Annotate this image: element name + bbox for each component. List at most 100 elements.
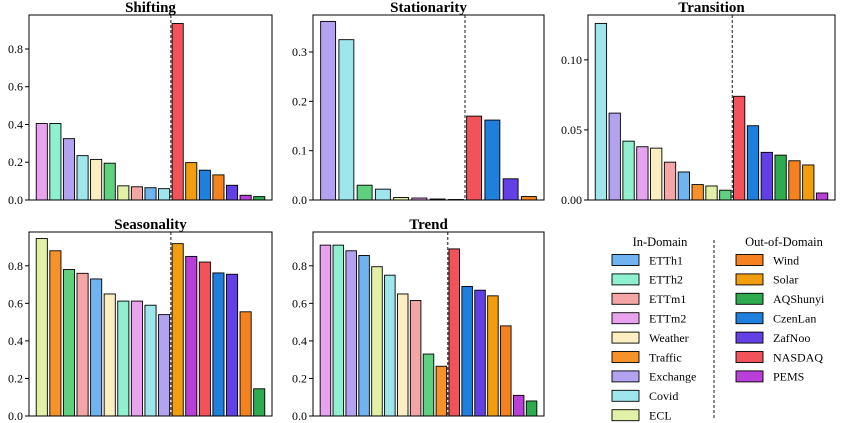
bar-solar bbox=[171, 243, 184, 417]
legend-out-of-domain-title: Out-of-Domain bbox=[745, 235, 824, 249]
legend-label-aqshunyi: AQShunyi bbox=[773, 292, 825, 306]
legend-label-etth2: ETTh2 bbox=[649, 273, 683, 287]
bar-ettm2 bbox=[636, 146, 649, 201]
bar-wind bbox=[239, 311, 252, 417]
panel-title: Seasonality bbox=[114, 217, 187, 233]
bar-covid bbox=[158, 188, 171, 201]
bar-weather bbox=[103, 293, 116, 417]
bar-nn bbox=[356, 184, 373, 201]
axes-frame bbox=[312, 14, 545, 201]
bar-ettm2 bbox=[319, 244, 332, 417]
panel-shifting: 0.0 0.2 0.4 0.6 0.8 Shifting bbox=[8, 0, 273, 207]
panel-stationarity: 0.0 0.1 0.2 0.3 Stationarity bbox=[292, 0, 545, 207]
y-tick-label: 0.3 bbox=[292, 45, 307, 59]
bar-etth2 bbox=[49, 123, 62, 201]
bar-ettm1 bbox=[663, 161, 677, 201]
bar-nasdaq bbox=[733, 95, 746, 201]
bar-czenlan bbox=[461, 286, 473, 417]
bar-pems bbox=[815, 192, 829, 201]
panel-title: Transition bbox=[678, 0, 745, 16]
legend-swatch-ecl bbox=[611, 409, 640, 422]
bar-aqshunyi bbox=[253, 388, 266, 417]
bar-ecl bbox=[705, 185, 718, 201]
legend-label-traffic: Traffic bbox=[649, 350, 682, 364]
legend-label-ettm1: ETTm1 bbox=[649, 292, 686, 306]
bar-ettm1 bbox=[76, 272, 89, 417]
bar-nasdaq bbox=[466, 115, 483, 201]
legend-label-nasdaq: NASDAQ bbox=[773, 350, 823, 364]
bar-solar bbox=[802, 164, 815, 201]
bar-pems bbox=[512, 394, 525, 417]
bar-weather bbox=[650, 147, 663, 201]
legend-swatch-exchange bbox=[611, 370, 640, 383]
y-tick-label: 0.2 bbox=[8, 371, 23, 385]
bar-wind bbox=[788, 160, 801, 201]
y-tick-label: 0.6 bbox=[8, 80, 23, 94]
bar-nn bbox=[62, 269, 75, 417]
bar-covid bbox=[144, 304, 157, 417]
legend-label-czenlan: CzenLan bbox=[773, 312, 816, 326]
bar-covid bbox=[374, 188, 391, 201]
y-tick-label: 0.0 bbox=[8, 409, 23, 423]
legend-label-pems: PEMS bbox=[773, 370, 804, 384]
bar-czenlan bbox=[746, 125, 760, 201]
bar-covid bbox=[76, 155, 89, 201]
legend-swatch-nasdaq bbox=[735, 351, 764, 363]
bar-aqshunyi bbox=[774, 154, 787, 201]
bar-covid bbox=[384, 274, 396, 417]
legend-swatch-etth1 bbox=[611, 254, 640, 266]
bar-traffic bbox=[49, 250, 62, 417]
bar-etth1 bbox=[358, 255, 370, 417]
bar-aqshunyi bbox=[525, 400, 538, 417]
bar-exchange bbox=[608, 112, 621, 201]
y-tick-label: 0.2 bbox=[292, 371, 307, 385]
bar-exchange bbox=[62, 138, 75, 201]
bar-nn bbox=[719, 189, 732, 201]
bar-solar bbox=[487, 295, 499, 417]
bar-zafnoo bbox=[474, 289, 486, 417]
y-tick-label: 0.8 bbox=[292, 259, 307, 273]
y-tick-label: 0.1 bbox=[292, 144, 307, 158]
legend-swatch-traffic bbox=[611, 351, 640, 363]
y-tick-label: 0.0 bbox=[292, 409, 307, 423]
legend-label-weather: Weather bbox=[649, 331, 689, 345]
axes-frame bbox=[28, 14, 273, 201]
bar-traffic bbox=[691, 184, 704, 201]
y-tick-label: 0.0 bbox=[292, 193, 307, 207]
bar-wind bbox=[212, 174, 225, 201]
bar-etth1 bbox=[90, 278, 103, 417]
legend-label-ecl: ECL bbox=[649, 409, 672, 423]
bar-aqshunyi bbox=[253, 196, 266, 201]
bar-nasdaq bbox=[171, 23, 184, 201]
bar-ecl bbox=[117, 185, 130, 201]
panel-title: Shifting bbox=[125, 0, 176, 16]
bar-exchange bbox=[158, 314, 171, 417]
y-tick-label: 0.4 bbox=[8, 334, 23, 348]
y-tick-label: 0.0 bbox=[8, 193, 23, 207]
y-tick-label: 0.10 bbox=[561, 53, 582, 67]
bar-etth2 bbox=[332, 244, 345, 417]
bar-ecl bbox=[35, 238, 48, 417]
bar-zafnoo bbox=[760, 151, 773, 201]
bar-nn bbox=[103, 162, 116, 201]
legend-swatch-zafnoo bbox=[735, 331, 764, 344]
bar-zafnoo bbox=[502, 178, 519, 201]
legend-swatch-czenlan bbox=[735, 312, 764, 325]
legend: In-Domain Out-of-Domain ETTh1 ETTh2 ETTm1 ETT… bbox=[611, 235, 825, 423]
bar-etth2 bbox=[117, 300, 130, 417]
bar-nn bbox=[422, 353, 435, 417]
axes-frame bbox=[587, 14, 836, 201]
bar-zafnoo bbox=[226, 184, 239, 201]
bar-ettm2 bbox=[35, 123, 48, 201]
bar-solar bbox=[185, 162, 198, 201]
y-tick-label: 0.4 bbox=[8, 117, 23, 131]
axes-frame bbox=[28, 231, 273, 417]
legend-label-exchange: Exchange bbox=[649, 370, 696, 384]
bar-etth1 bbox=[144, 187, 157, 201]
legend-in-domain-title: In-Domain bbox=[633, 235, 689, 249]
legend-label-zafnoo: ZafNoo bbox=[773, 331, 810, 345]
legend-swatch-ettm1 bbox=[611, 292, 640, 305]
legend-swatch-weather bbox=[611, 331, 640, 344]
legend-swatch-ettm2 bbox=[611, 312, 640, 325]
legend-label-covid: Covid bbox=[649, 389, 678, 403]
